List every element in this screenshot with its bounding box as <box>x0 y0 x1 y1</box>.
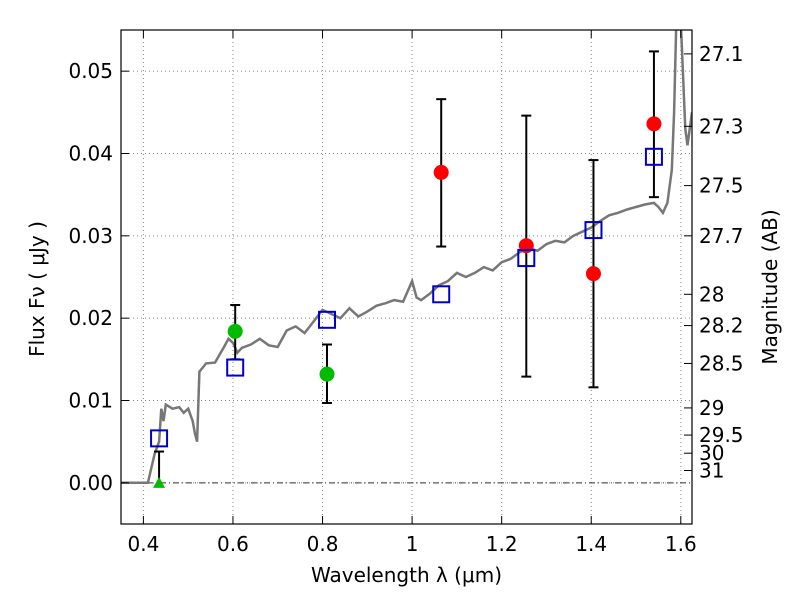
y-tick-label: 0.05 <box>68 59 113 83</box>
y-tick-label: 0.00 <box>68 471 113 495</box>
x-tick-label: 1.6 <box>665 532 697 556</box>
model-photometry-square <box>226 358 245 377</box>
red-detection-point <box>585 266 601 282</box>
error-bars <box>154 50 659 483</box>
plot-frame <box>120 29 693 525</box>
model-photometry-square <box>517 249 536 268</box>
model-sed-line <box>121 30 692 485</box>
green-upper-limit-triangle <box>153 476 166 488</box>
x-tick-label: 0.4 <box>127 532 159 556</box>
y2-tick-label: 27.1 <box>699 42 744 66</box>
x-tick-label: 1 <box>406 532 419 556</box>
y2-tick-label: 31 <box>699 458 724 482</box>
x-tick-label: 1.4 <box>575 532 607 556</box>
grid <box>121 30 692 524</box>
model-photometry-square <box>644 147 663 166</box>
y2-tick-label: 30 <box>699 441 724 465</box>
axis-ticks: 0.4 0.6 0.8 1 1.2 1.4 1.6 0.00 0.01 0.02 0.03 0.04 0… <box>68 30 744 556</box>
x-axis-label: Wavelength λ (μm) <box>311 563 502 587</box>
y-tick-label: 0.03 <box>68 224 113 248</box>
y-tick-label: 0.02 <box>68 306 113 330</box>
green-detection-point <box>227 323 243 339</box>
y2-tick-label: 28.2 <box>699 314 744 338</box>
y2-tick-label: 27.5 <box>699 174 744 198</box>
x-tick-label: 0.6 <box>217 532 249 556</box>
model-squares <box>150 147 663 448</box>
green-detection-point <box>319 366 335 382</box>
y2-tick-label: 29 <box>699 396 724 420</box>
y2-tick-label: 29.5 <box>699 423 744 447</box>
y-tick-label: 0.04 <box>68 142 113 166</box>
y2-tick-label: 27.3 <box>699 114 744 138</box>
red-detection-point <box>646 116 662 132</box>
y-axis-label: Flux Fν ( μJy ) <box>25 221 49 357</box>
red-detection-point <box>433 164 449 180</box>
x-tick-label: 0.8 <box>307 532 339 556</box>
model-photometry-square <box>318 310 337 329</box>
y2-tick-label: 27.7 <box>699 224 744 248</box>
x-tick-label: 1.2 <box>486 532 518 556</box>
model-layer <box>121 30 692 485</box>
y2-tick-label: 28 <box>699 282 724 306</box>
model-photometry-square <box>584 221 603 240</box>
data-points <box>153 116 662 488</box>
y-tick-label: 0.01 <box>68 389 113 413</box>
y2-tick-label: 28.5 <box>699 351 744 375</box>
model-photometry-square <box>150 429 169 448</box>
y2-axis-label: Magnitude (AB) <box>758 209 782 364</box>
model-photometry-square <box>432 285 451 304</box>
